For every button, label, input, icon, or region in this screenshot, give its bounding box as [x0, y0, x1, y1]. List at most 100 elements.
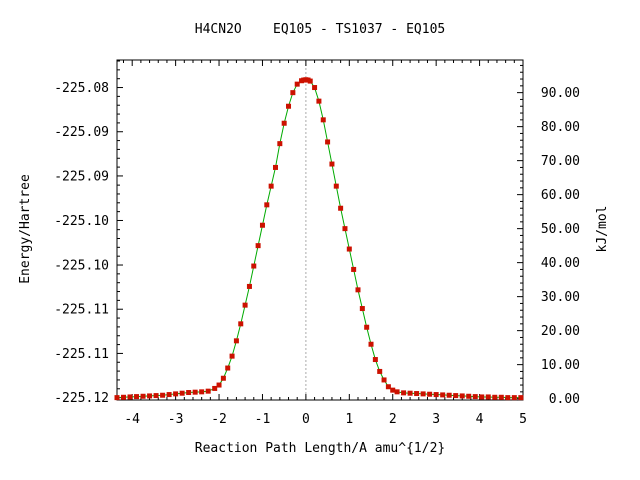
left-tick-label: -225.10: [54, 214, 109, 229]
data-point: [407, 390, 413, 396]
data-point: [372, 357, 378, 363]
data-point: [212, 385, 218, 391]
data-point: [259, 222, 265, 228]
data-point: [329, 161, 335, 167]
right-tick-label: 50.00: [541, 222, 580, 237]
data-point: [277, 141, 283, 147]
x-tick-label: 4: [476, 412, 484, 427]
data-point: [216, 382, 222, 388]
data-point: [325, 139, 331, 145]
data-point: [268, 183, 274, 189]
data-point: [390, 387, 396, 393]
data-point: [312, 85, 318, 91]
right-tick-label: 80.00: [541, 120, 580, 135]
x-tick-label: 5: [519, 412, 527, 427]
data-point: [286, 103, 292, 109]
series-line: [116, 79, 521, 399]
data-point: [199, 389, 205, 395]
data-point: [121, 394, 127, 400]
right-tick-label: 40.00: [541, 256, 580, 271]
data-point: [440, 392, 446, 398]
left-tick-label: -225.08: [54, 81, 109, 96]
data-point: [511, 395, 517, 401]
x-tick-label: -4: [124, 412, 140, 427]
data-point: [153, 393, 159, 399]
data-point: [355, 287, 361, 293]
left-tick-label: -225.09: [54, 125, 109, 140]
axis-ticks: [117, 60, 524, 400]
data-point: [338, 205, 344, 211]
data-point: [192, 389, 198, 395]
x-tick-label: -3: [168, 412, 184, 427]
data-point: [420, 391, 426, 397]
series-points: [114, 77, 524, 401]
plot-frame: [116, 59, 524, 401]
data-point: [114, 395, 120, 401]
x-tick-label: 3: [432, 412, 440, 427]
left-tick-labels: -225.12 -225.11 -225.11 -225.10 -225.10 -225.…: [54, 81, 109, 406]
data-point: [140, 393, 146, 399]
data-point: [427, 391, 433, 397]
data-point: [459, 393, 465, 399]
data-point: [233, 338, 239, 344]
data-point: [127, 394, 133, 400]
data-point: [505, 395, 511, 401]
right-tick-label: 20.00: [541, 324, 580, 339]
data-point: [333, 183, 339, 189]
data-point: [264, 202, 270, 208]
data-point: [342, 226, 348, 232]
left-tick-label: -225.12: [54, 391, 109, 406]
right-tick-label: 0.00: [549, 392, 580, 407]
data-point: [401, 390, 407, 396]
data-point: [246, 283, 252, 289]
data-point: [272, 164, 278, 170]
data-point: [364, 324, 370, 330]
data-point: [307, 78, 313, 84]
data-point: [446, 392, 452, 398]
data-point: [205, 388, 211, 394]
right-tick-label: 90.00: [541, 86, 580, 101]
chart-title: H4CN2O EQ105 - TS1037 - EQ105: [195, 22, 445, 37]
data-point: [294, 81, 300, 87]
data-point: [492, 394, 498, 400]
left-tick-label: -225.11: [54, 303, 109, 318]
x-tick-label: -2: [211, 412, 227, 427]
right-tick-label: 70.00: [541, 154, 580, 169]
data-point: [316, 98, 322, 104]
data-point: [433, 392, 439, 398]
data-point: [479, 394, 485, 400]
left-tick-label: -225.09: [54, 169, 109, 184]
data-point: [518, 395, 524, 401]
x-axis-label: Reaction Path Length/A amu^{1/2}: [195, 441, 445, 456]
data-point: [147, 393, 153, 399]
x-tick-label: 0: [302, 412, 310, 427]
x-tick-label: 1: [345, 412, 353, 427]
data-point: [466, 393, 472, 399]
data-point: [255, 243, 261, 249]
right-tick-label: 30.00: [541, 290, 580, 305]
x-tick-label: 2: [389, 412, 397, 427]
data-point: [394, 389, 400, 395]
data-point: [377, 368, 383, 374]
data-point: [290, 90, 296, 96]
data-point: [485, 394, 491, 400]
data-point: [251, 263, 257, 269]
data-point: [281, 120, 287, 126]
right-tick-label: 10.00: [541, 358, 580, 373]
x-tick-labels: -4 -3 -2 -1 0 1 2 3 4 5: [124, 412, 527, 427]
data-point: [220, 375, 226, 381]
data-point: [351, 266, 357, 272]
data-point: [166, 392, 172, 398]
data-point: [173, 391, 179, 397]
data-point: [238, 321, 244, 327]
data-point: [320, 117, 326, 123]
left-tick-label: -225.11: [54, 347, 109, 362]
x-tick-label: -1: [255, 412, 271, 427]
data-point: [385, 384, 391, 390]
data-point: [368, 341, 374, 347]
y-axis-label-left: Energy/Hartree: [18, 174, 33, 284]
data-point: [453, 393, 459, 399]
y-axis-label-right: kJ/mol: [595, 206, 610, 253]
left-tick-label: -225.10: [54, 259, 109, 274]
